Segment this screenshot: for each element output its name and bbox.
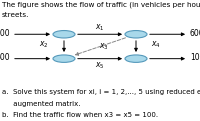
Text: 600: 600 [190, 29, 200, 38]
Text: streets.: streets. [2, 12, 29, 18]
Circle shape [53, 55, 75, 62]
Text: a.  Solve this system for xi, i = 1, 2,..., 5 using reduced echelon form of: a. Solve this system for xi, i = 1, 2,..… [2, 89, 200, 95]
Text: $x_3$: $x_3$ [99, 42, 109, 52]
Circle shape [53, 30, 75, 38]
Circle shape [125, 55, 147, 62]
Text: b.  Find the traffic flow when x3 = x5 = 100.: b. Find the traffic flow when x3 = x5 = … [2, 112, 158, 117]
Circle shape [125, 30, 147, 38]
Text: 400: 400 [0, 29, 10, 38]
Text: The figure shows the flow of traffic (in vehicles per hour) through a network of: The figure shows the flow of traffic (in… [2, 1, 200, 8]
Text: $x_1$: $x_1$ [95, 23, 105, 33]
Text: 300: 300 [0, 53, 10, 62]
Text: $x_2$: $x_2$ [39, 40, 49, 50]
Text: augmented matrix.: augmented matrix. [2, 101, 80, 107]
Text: $x_4$: $x_4$ [151, 40, 161, 50]
Text: $x_5$: $x_5$ [95, 60, 105, 71]
Text: 100: 100 [190, 53, 200, 62]
